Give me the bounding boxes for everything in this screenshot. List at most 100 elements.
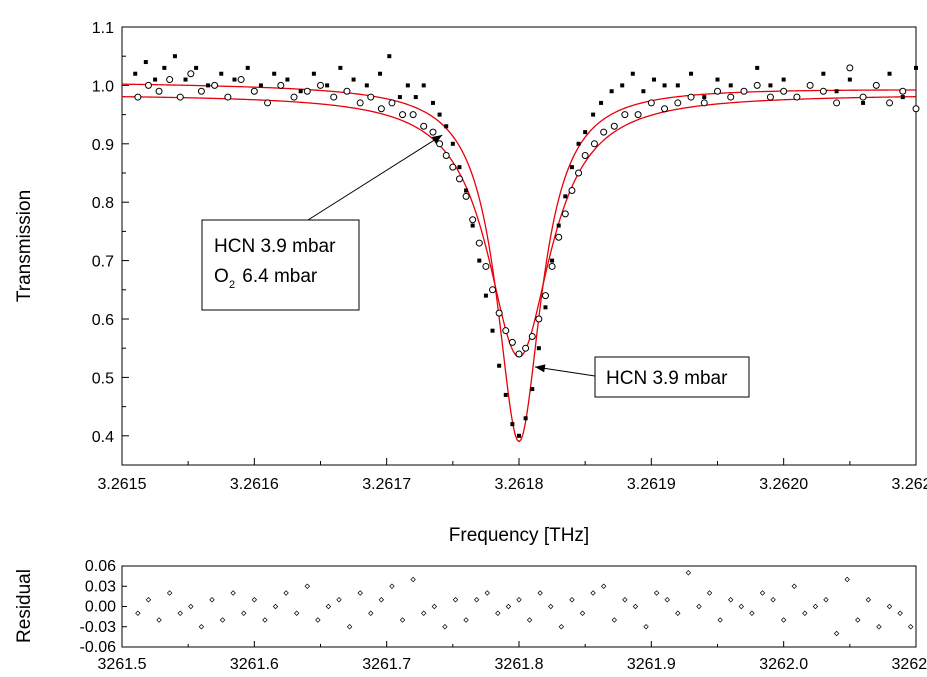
res-x-tick-label: 3262.0 [759, 656, 808, 673]
residual-point [622, 597, 628, 603]
residual-point [590, 590, 596, 596]
residual-point [262, 617, 268, 623]
residual-point [325, 603, 332, 610]
data-point-open [250, 87, 258, 95]
data-point-filled [530, 387, 535, 392]
res-y-tick-label: 0.06 [85, 558, 116, 575]
data-point-filled [503, 392, 508, 397]
data-point-filled [689, 71, 694, 76]
annotation-hcn-o2-line2-main: O [214, 266, 229, 287]
data-point-open [166, 76, 174, 84]
data-point-filled [143, 60, 148, 65]
data-point-filled [536, 346, 541, 351]
residual-point [431, 603, 438, 610]
data-point-open [819, 87, 827, 95]
data-point-open [740, 87, 748, 95]
data-point-open [872, 81, 880, 89]
residual-point [452, 597, 459, 603]
data-point-open [343, 87, 351, 95]
data-point-open [674, 99, 682, 107]
data-point-filled [847, 77, 852, 82]
residual-point [346, 624, 353, 630]
data-point-filled [421, 83, 426, 88]
data-point-open [197, 87, 205, 95]
res-y-tick-label: 0.00 [85, 599, 116, 616]
data-point-filled [162, 65, 167, 70]
data-point-open [661, 105, 669, 113]
residual-point [484, 590, 490, 596]
data-point-filled [206, 83, 211, 88]
data-point-filled [523, 416, 528, 421]
data-point-open [555, 233, 563, 241]
data-point-filled [183, 77, 188, 82]
data-point-open [399, 111, 407, 119]
residual-point [749, 610, 755, 616]
data-point-open [436, 140, 444, 148]
x-tick-label: 3.2616 [230, 476, 279, 493]
arrow-hcn-o2 [307, 134, 443, 221]
data-point-filled [258, 83, 263, 88]
data-point-open [806, 81, 814, 89]
data-point-filled [153, 77, 158, 82]
res-x-tick-label: 3262.1 [892, 656, 927, 673]
data-point-filled [285, 77, 290, 82]
residual-point [378, 597, 385, 603]
residual-point [304, 583, 310, 589]
residual-point [823, 597, 829, 603]
residual-point [283, 590, 289, 596]
data-point-filled [338, 65, 343, 70]
data-point-filled [437, 112, 442, 117]
residual-point [706, 590, 713, 596]
annotation-hcn-label: HCN 3.9 mbar [606, 368, 728, 389]
data-point-filled [543, 305, 548, 310]
data-point-open [237, 76, 245, 84]
residual-point [759, 590, 766, 596]
data-point-filled [599, 100, 604, 105]
data-point-open [575, 169, 583, 177]
annotation-hcn-o2-line2-sub: 2 [229, 279, 235, 291]
residual-point [558, 624, 565, 630]
data-point-filled [245, 65, 250, 70]
data-point-open [277, 81, 285, 89]
residual-point [600, 583, 607, 589]
residual-point [717, 617, 723, 623]
data-point-filled [781, 77, 786, 82]
residual-point [209, 597, 215, 603]
residual-point [198, 624, 205, 630]
main-x-axis-title: Frequency [THz] [449, 525, 589, 546]
data-point-filled [821, 71, 826, 76]
y-tick-label: 1.0 [92, 78, 114, 95]
data-point-filled [298, 89, 303, 94]
residual-point [537, 590, 543, 596]
residual-point [569, 597, 575, 603]
residual-point [876, 624, 882, 630]
data-point-open [264, 99, 272, 107]
residual-data-points [135, 570, 914, 637]
data-point-open [687, 93, 695, 101]
data-point-open [502, 327, 510, 335]
data-point-open [144, 81, 152, 89]
data-point-open [134, 93, 142, 101]
data-point-filled [378, 71, 383, 76]
residual-point [812, 603, 819, 610]
data-point-open [187, 70, 195, 78]
residual-point [632, 603, 639, 610]
data-point-filled [591, 112, 596, 117]
data-point-open [535, 315, 543, 323]
data-point-filled [194, 65, 199, 70]
residual-point [611, 617, 617, 623]
x-tick-label: 3.2621 [892, 476, 927, 493]
residual-plot-frame [121, 565, 917, 648]
residual-point [410, 576, 416, 583]
residual-point [653, 590, 660, 596]
residual-point [399, 617, 406, 623]
residual-point [177, 610, 183, 616]
data-point-filled [662, 83, 667, 88]
residual-point [908, 624, 914, 630]
residual-point [886, 603, 893, 610]
residual-point [643, 624, 649, 630]
data-point-filled [620, 83, 625, 88]
residual-point [780, 617, 787, 623]
data-point-filled [490, 328, 495, 333]
data-point-filled [470, 223, 475, 228]
